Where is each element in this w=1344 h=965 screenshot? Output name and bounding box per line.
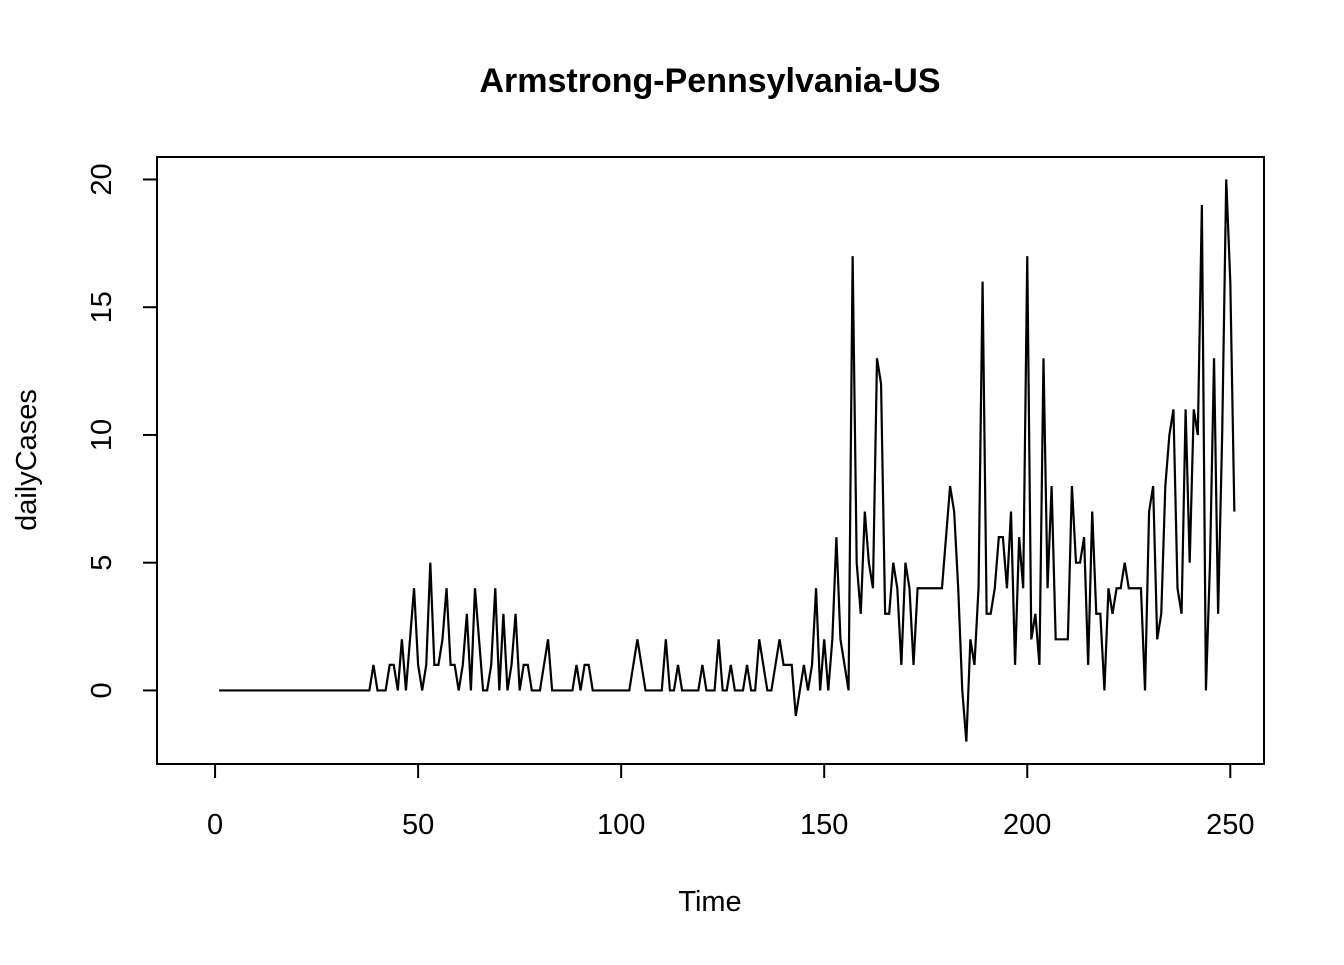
series-layer [219, 179, 1236, 742]
y-tick-label: 5 [86, 555, 118, 571]
y-tick-label: 10 [86, 419, 118, 451]
x-tick-label: 0 [207, 809, 223, 841]
y-tick-label: 0 [86, 682, 118, 698]
x-tick-label: 50 [402, 809, 434, 841]
x-axis-label: Time [678, 886, 741, 918]
x-tick-label: 200 [1003, 809, 1051, 841]
y-axis-label: dailyCases [11, 389, 43, 531]
chart-title: Armstrong-Pennsylvania-US [480, 62, 941, 100]
x-tick-label: 150 [800, 809, 848, 841]
series-line [219, 179, 1236, 742]
plot-frame [156, 156, 1265, 765]
x-tick-label: 250 [1206, 809, 1254, 841]
x-tick-label: 100 [597, 809, 645, 841]
y-tick-label: 20 [86, 163, 118, 195]
y-axis: 0 5 10 15 20 [86, 163, 158, 698]
x-axis: 0 50 100 150 200 250 [207, 763, 1254, 841]
y-tick-label: 15 [86, 291, 118, 323]
